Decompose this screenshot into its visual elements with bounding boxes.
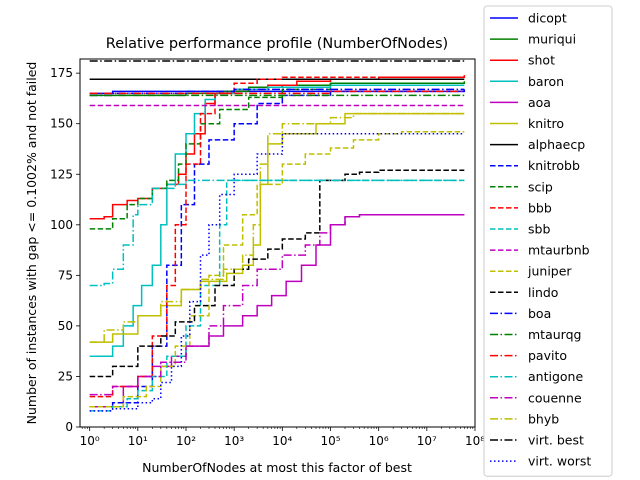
series-line-shot xyxy=(89,75,466,220)
x-tick-label: 10³ xyxy=(224,434,244,448)
series-line-pavito xyxy=(89,90,465,95)
series-line-sbb xyxy=(89,179,465,412)
legend-label-pavito: pavito xyxy=(528,348,567,363)
legend-label-juniper: juniper xyxy=(527,264,572,279)
legend-label-baron: baron xyxy=(528,74,564,89)
x-tick-label: 10⁵ xyxy=(320,434,340,448)
y-tick-label: 100 xyxy=(50,218,73,232)
legend-label-sbb: sbb xyxy=(528,222,550,237)
legend-label-couenne: couenne xyxy=(528,390,582,405)
x-tick-label: 10⁷ xyxy=(417,434,437,448)
legend-label-alphaecp: alphaecp xyxy=(528,137,585,152)
y-tick-label: 25 xyxy=(58,369,73,383)
series-line-virt-worst xyxy=(89,133,465,412)
series-line-bhyb xyxy=(89,112,465,343)
x-tick-label: 10² xyxy=(176,434,196,448)
chart-title: Relative performance profile (NumberOfNo… xyxy=(106,36,448,52)
y-tick-label: 75 xyxy=(58,268,73,282)
series-line-boa xyxy=(89,88,465,97)
legend-label-dicopt: dicopt xyxy=(528,11,567,26)
legend-label-virt-worst: virt. worst xyxy=(528,454,591,469)
legend-label-antigone: antigone xyxy=(528,369,583,384)
x-tick-label: 10¹ xyxy=(128,434,148,448)
legend-label-virt-best: virt. best xyxy=(528,433,584,448)
legend-label-bbb: bbb xyxy=(528,200,552,215)
legend-label-shot: shot xyxy=(528,53,555,68)
legend-label-mtaurqg: mtaurqg xyxy=(528,327,581,342)
x-tick-label: 10⁴ xyxy=(272,434,292,448)
legend-label-knitro: knitro xyxy=(528,116,564,131)
y-axis-label: Number of instances with gap <= 0.1002% … xyxy=(24,62,39,425)
y-tick-label: 125 xyxy=(50,167,73,181)
series-line-lindo xyxy=(89,169,465,378)
x-axis-label: NumberOfNodes at most this factor of bes… xyxy=(142,460,412,475)
series-line-knitro xyxy=(89,112,465,343)
y-tick-label: 175 xyxy=(50,66,73,80)
y-tick-label: 150 xyxy=(50,117,73,131)
x-tick-label: 10⁶ xyxy=(369,434,389,448)
legend-label-boa: boa xyxy=(528,306,551,321)
legend-label-bhyb: bhyb xyxy=(528,411,559,426)
series-line-couenne xyxy=(89,213,465,396)
y-tick-label: 0 xyxy=(65,420,73,434)
legend-label-scip: scip xyxy=(528,179,553,194)
series-line-antigone xyxy=(89,179,465,287)
x-tick-label: 10⁰ xyxy=(80,434,100,448)
legend-label-lindo: lindo xyxy=(528,285,558,300)
legend-label-muriqui: muriqui xyxy=(528,32,576,47)
legend-label-mtaurbnb: mtaurbnb xyxy=(528,243,590,258)
y-tick-label: 50 xyxy=(58,319,73,333)
x-tick-label: 10⁸ xyxy=(465,434,485,448)
series-line-bbb xyxy=(89,76,465,398)
legend-label-aoa: aoa xyxy=(528,95,551,110)
series-line-aoa xyxy=(89,213,465,408)
series-line-juniper xyxy=(89,131,465,408)
legend: dicopt muriqui shot baron aoa knitro alphaecp k… xyxy=(483,5,613,477)
legend-label-knitrobb: knitrobb xyxy=(528,158,580,173)
series-line-knitrobb xyxy=(89,89,466,408)
